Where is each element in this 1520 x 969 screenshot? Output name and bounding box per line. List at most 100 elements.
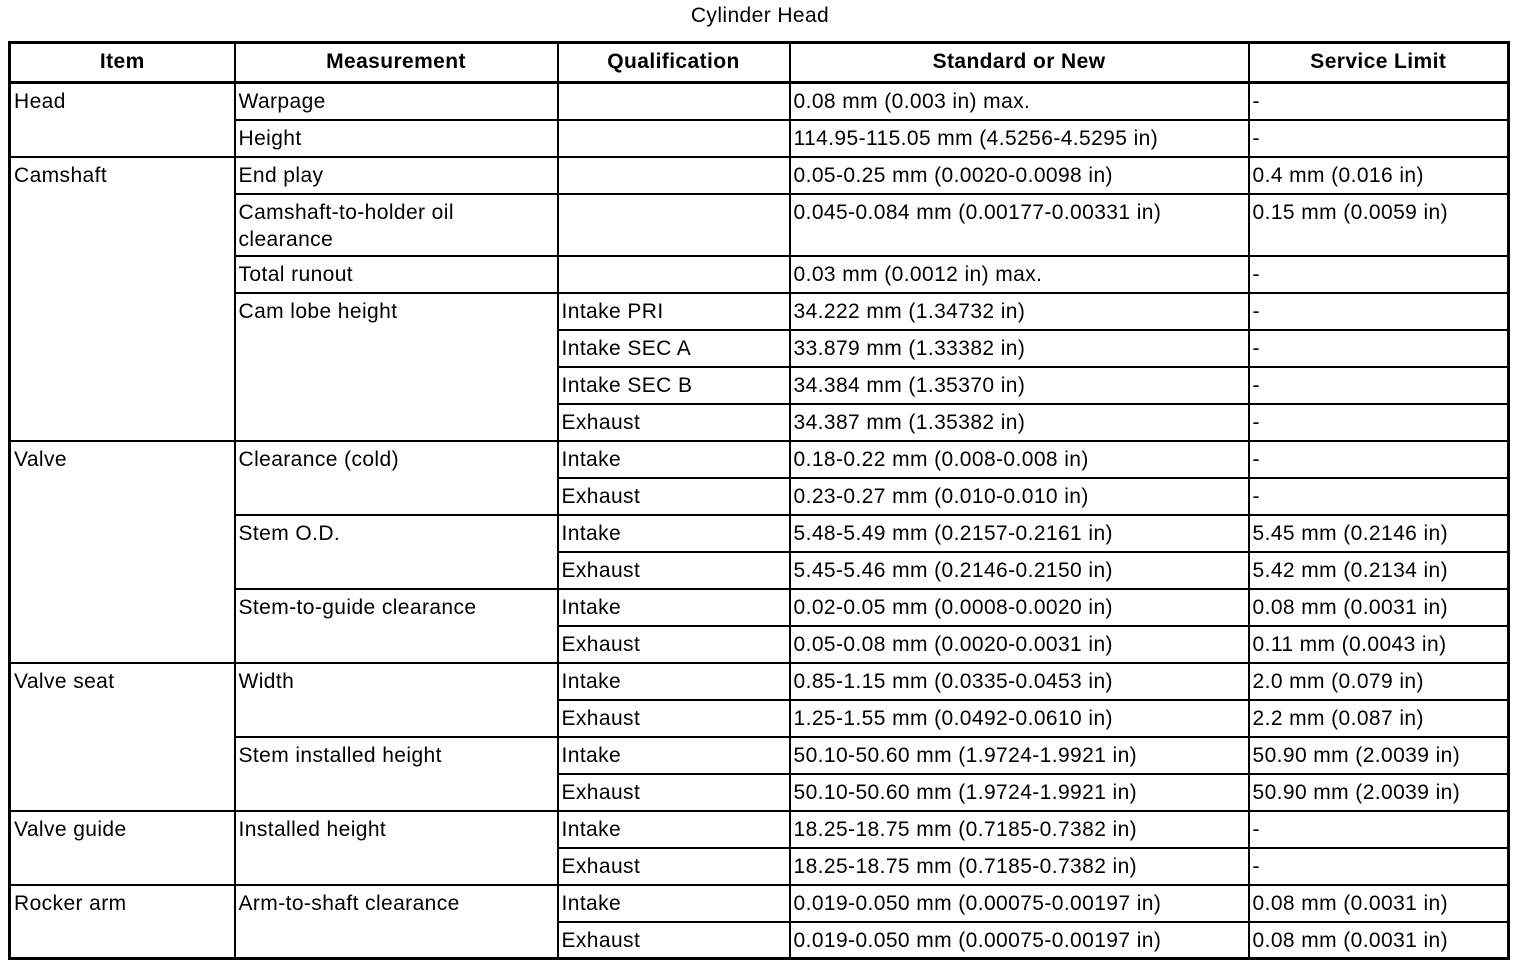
page-title: Cylinder Head [690, 4, 830, 27]
table-row: Exhaust 0.05-0.08 mm (0.0020-0.0031 in) 0.… [10, 624, 1510, 664]
item-cell: Valve seat [8, 661, 236, 812]
table-row: Valve Clearance (cold) Intake 0.18-0.22 mm … [8, 439, 1510, 664]
service-cell: 0.08 mm (0.0031 in) [1247, 883, 1510, 923]
measurement-cell: Stem installed height [233, 735, 559, 812]
table-row: Exhaust 5.45-5.46 mm (0.2146-0.2150 in) 5.… [10, 550, 1510, 590]
measurement-cell: Arm-to-shaft clearance [233, 883, 559, 960]
table-row: Valve guide Installed height Intake 18.25-1… [8, 809, 1510, 886]
service-cell: - [1247, 402, 1510, 442]
qualification-cell: Intake PRI [556, 291, 791, 331]
standard-cell: 50.10-50.60 mm (1.9724-1.9921 in) [788, 735, 1250, 775]
table-row: Height 114.95-115.05 mm (4.5256-4.5295 in… [10, 118, 1510, 158]
service-cell: - [1247, 81, 1510, 121]
qualification-cell: Intake [556, 661, 791, 701]
item-cell: Camshaft [8, 155, 236, 442]
table-row: Exhaust 1.25-1.55 mm (0.0492-0.0610 in) 2.… [10, 698, 1510, 738]
measurement-cell: Clearance (cold) [233, 439, 559, 516]
qualification-cell: Exhaust [556, 920, 791, 960]
spec-table: Item Measurement Qualification Standard … [8, 41, 1510, 960]
table-row: Stem-to-guide clearance Intake 0.02-0.05 m… [10, 587, 1510, 664]
standard-cell: 0.18-0.22 mm (0.008-0.008 in) [788, 439, 1250, 479]
standard-cell: 34.384 mm (1.35370 in) [788, 365, 1250, 405]
service-cell: 5.45 mm (0.2146 in) [1247, 513, 1510, 553]
table-row: Exhaust 50.10-50.60 mm (1.9724-1.9921 in)… [10, 772, 1510, 812]
measurement-cell: Stem-to-guide clearance [233, 587, 559, 664]
qualification-cell [556, 192, 791, 257]
service-cell: 0.15 mm (0.0059 in) [1247, 192, 1510, 257]
standard-cell: 114.95-115.05 mm (4.5256-4.5295 in) [788, 118, 1250, 158]
service-cell: - [1247, 439, 1510, 479]
standard-cell: 0.03 mm (0.0012 in) max. [788, 254, 1250, 294]
measurement-cell: Camshaft-to-holder oil clearance [233, 192, 559, 257]
table-row: Cam lobe height Intake PRI 34.222 mm (1.34… [10, 291, 1510, 442]
qualification-cell: Intake SEC B [556, 365, 791, 405]
qualification-cell: Intake [556, 735, 791, 775]
column-header-standard-or-new: Standard or New [788, 41, 1250, 84]
column-header-qualification: Qualification [556, 41, 791, 84]
standard-cell: 33.879 mm (1.33382 in) [788, 328, 1250, 368]
measurement-cell: Stem O.D. [233, 513, 559, 590]
table-row: Intake SEC B 34.384 mm (1.35370 in) - [10, 365, 1510, 405]
measurement-cell: Warpage [233, 81, 559, 121]
qualification-cell: Intake [556, 439, 791, 479]
measurement-cell: Total runout [233, 254, 559, 294]
standard-cell: 5.45-5.46 mm (0.2146-0.2150 in) [788, 550, 1250, 590]
table-row: Stem O.D. Intake 5.48-5.49 mm (0.2157-0.21… [10, 513, 1510, 590]
standard-cell: 0.85-1.15 mm (0.0335-0.0453 in) [788, 661, 1250, 701]
standard-cell: 1.25-1.55 mm (0.0492-0.0610 in) [788, 698, 1250, 738]
qualification-cell [556, 155, 791, 195]
item-cell: Rocker arm [8, 883, 236, 960]
measurement-cell: Height [233, 118, 559, 158]
standard-cell: 34.387 mm (1.35382 in) [788, 402, 1250, 442]
qualification-cell [556, 118, 791, 158]
qualification-cell: Exhaust [556, 624, 791, 664]
table-header-row: Item Measurement Qualification Standard … [8, 41, 1510, 84]
standard-cell: 0.045-0.084 mm (0.00177-0.00331 in) [788, 192, 1250, 257]
qualification-cell: Exhaust [556, 476, 791, 516]
qualification-cell: Exhaust [556, 698, 791, 738]
qualification-cell: Intake SEC A [556, 328, 791, 368]
column-header-measurement: Measurement [233, 41, 559, 84]
standard-cell: 0.019-0.050 mm (0.00075-0.00197 in) [788, 883, 1250, 923]
measurement-cell: Cam lobe height [233, 291, 559, 442]
service-cell: 0.08 mm (0.0031 in) [1247, 587, 1510, 627]
table-row: Camshaft-to-holder oil clearance 0.045-0.… [10, 192, 1510, 257]
item-cell: Valve guide [8, 809, 236, 886]
standard-cell: 0.05-0.25 mm (0.0020-0.0098 in) [788, 155, 1250, 195]
service-cell: - [1247, 809, 1510, 849]
qualification-cell: Exhaust [556, 846, 791, 886]
qualification-cell: Intake [556, 883, 791, 923]
standard-cell: 0.02-0.05 mm (0.0008-0.0020 in) [788, 587, 1250, 627]
item-cell: Head [8, 81, 236, 158]
table-row: Valve seat Width Intake 0.85-1.15 mm (0.033… [8, 661, 1510, 812]
qualification-cell: Intake [556, 513, 791, 553]
column-header-service-limit: Service Limit [1247, 41, 1510, 84]
service-cell: 50.90 mm (2.0039 in) [1247, 735, 1510, 775]
standard-cell: 0.05-0.08 mm (0.0020-0.0031 in) [788, 624, 1250, 664]
table-row: Head Warpage 0.08 mm (0.003 in) max. - [8, 81, 1510, 158]
service-cell: 2.2 mm (0.087 in) [1247, 698, 1510, 738]
service-cell: 5.42 mm (0.2134 in) [1247, 550, 1510, 590]
qualification-cell: Exhaust [556, 402, 791, 442]
service-cell: 0.08 mm (0.0031 in) [1247, 920, 1510, 960]
qualification-cell [556, 81, 791, 121]
table-row: Camshaft End play 0.05-0.25 mm (0.0020-0.0… [8, 155, 1510, 442]
standard-cell: 50.10-50.60 mm (1.9724-1.9921 in) [788, 772, 1250, 812]
service-cell: 0.11 mm (0.0043 in) [1247, 624, 1510, 664]
table-row: Total runout 0.03 mm (0.0012 in) max. - [10, 254, 1510, 294]
column-header-item: Item [8, 41, 236, 84]
qualification-cell: Intake [556, 587, 791, 627]
service-cell: - [1247, 846, 1510, 886]
service-cell: - [1247, 254, 1510, 294]
standard-cell: 34.222 mm (1.34732 in) [788, 291, 1250, 331]
service-cell: 50.90 mm (2.0039 in) [1247, 772, 1510, 812]
measurement-cell: Installed height [233, 809, 559, 886]
item-cell: Valve [8, 439, 236, 664]
standard-cell: 18.25-18.75 mm (0.7185-0.7382 in) [788, 809, 1250, 849]
spec-table-body: Head Warpage 0.08 mm (0.003 in) max. - Heigh… [8, 81, 1510, 960]
standard-cell: 0.23-0.27 mm (0.010-0.010 in) [788, 476, 1250, 516]
standard-cell: 0.08 mm (0.003 in) max. [788, 81, 1250, 121]
standard-cell: 0.019-0.050 mm (0.00075-0.00197 in) [788, 920, 1250, 960]
service-cell: 0.4 mm (0.016 in) [1247, 155, 1510, 195]
qualification-cell: Exhaust [556, 772, 791, 812]
